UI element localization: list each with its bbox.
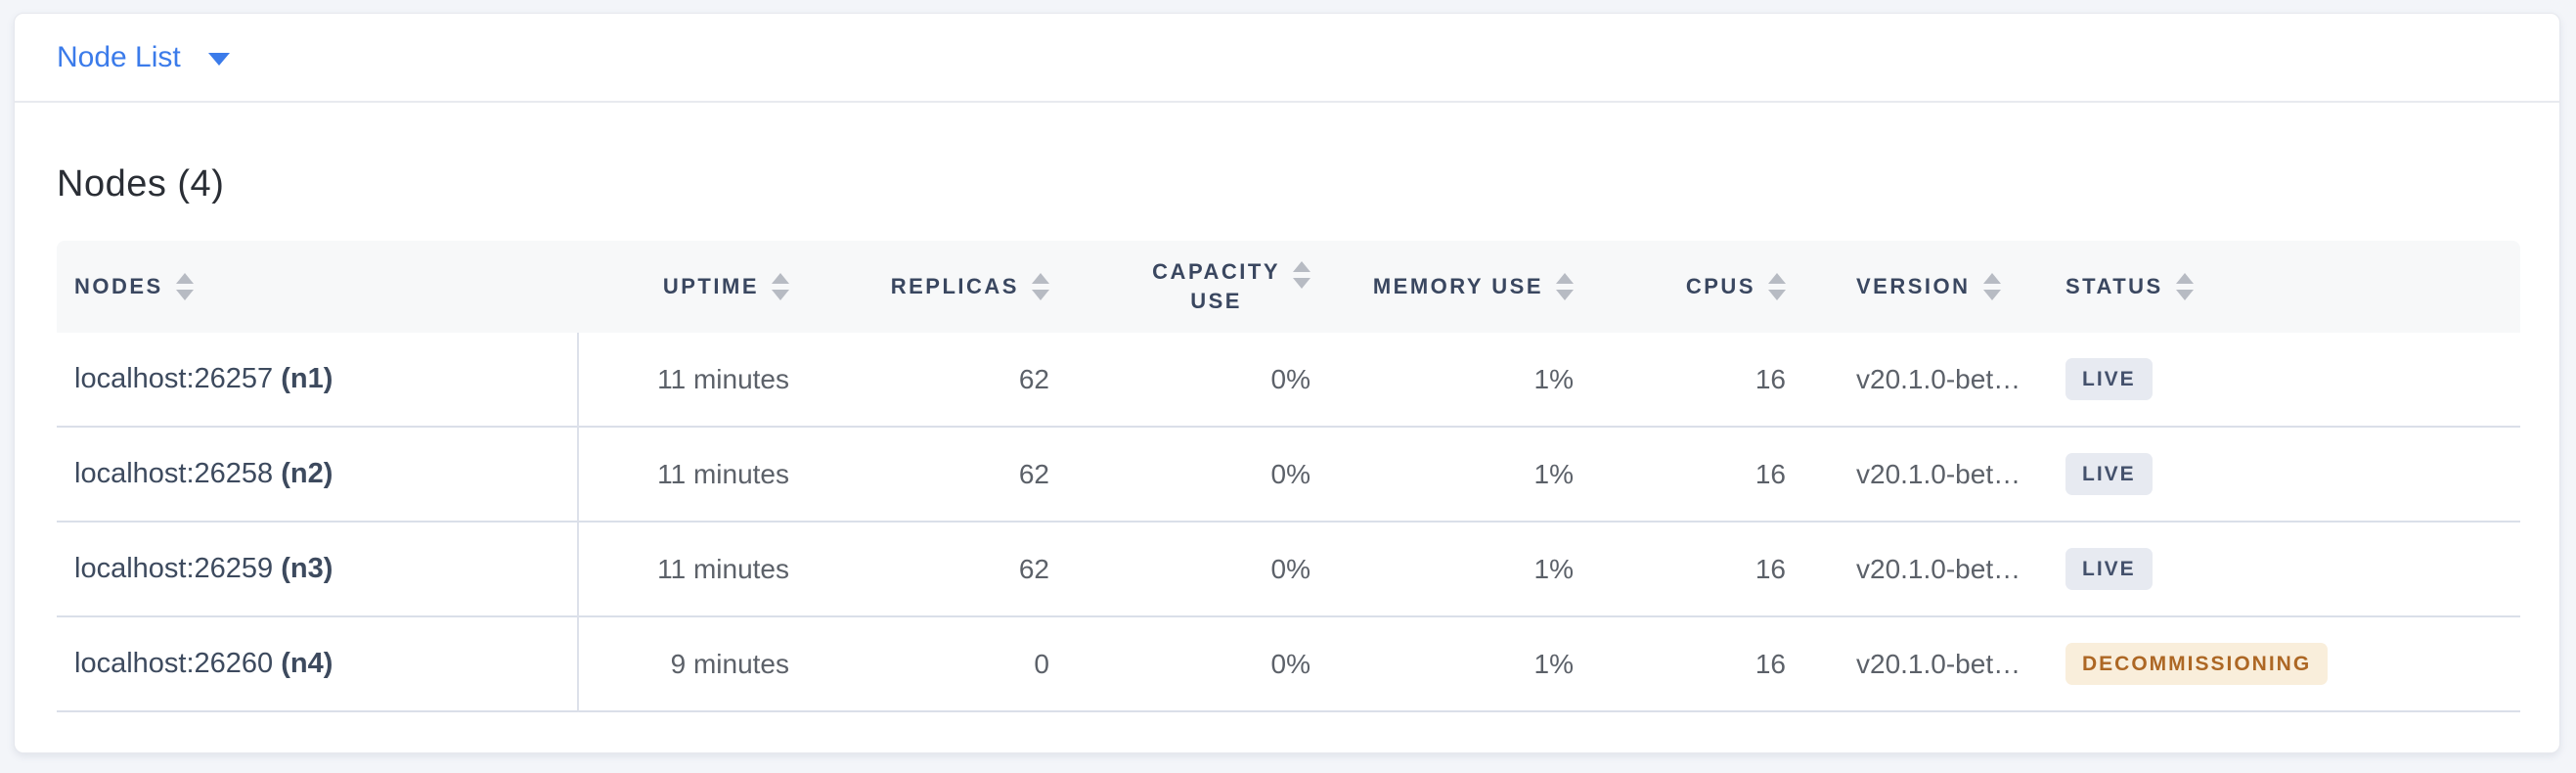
sort-icon: [1982, 273, 2001, 300]
node-address-cell[interactable]: localhost:26260 (n4): [57, 617, 579, 712]
node-address: localhost:26257: [74, 363, 274, 394]
version-cell: v20.1.0-bet…: [1796, 617, 2030, 712]
column-header-nodes[interactable]: NODES: [57, 241, 579, 333]
column-header-nodes-label: NODES: [74, 274, 163, 298]
node-id: (n2): [281, 458, 333, 489]
uptime-cell: 11 minutes: [579, 523, 799, 617]
node-address: localhost:26260: [74, 648, 274, 679]
capacity-use-cell: 0%: [1059, 333, 1320, 428]
sort-icon: [1768, 273, 1786, 300]
chevron-down-icon: [207, 52, 230, 66]
column-header-uptime-label: UPTIME: [662, 274, 759, 298]
cpus-cell: 16: [1583, 428, 1796, 523]
uptime-cell: 11 minutes: [579, 333, 799, 428]
column-header-uptime[interactable]: UPTIME: [579, 241, 799, 333]
view-selector-bar: Node List: [15, 14, 2559, 103]
status-cell: LIVE: [2030, 428, 2520, 523]
table-header-row: NODES UPTIME REPLICAS: [57, 241, 2520, 333]
node-list-card: Node List Nodes (4) NODES: [14, 13, 2560, 753]
status-cell: DECOMMISSIONING: [2030, 617, 2520, 712]
uptime-cell: 11 minutes: [579, 428, 799, 523]
replicas-cell: 62: [799, 523, 1059, 617]
node-id: (n3): [281, 553, 333, 584]
table-row-node-3[interactable]: localhost:26259 (n3) 11 minutes 62 0% 1%…: [57, 523, 2520, 617]
capacity-use-cell: 0%: [1059, 617, 1320, 712]
version-cell: v20.1.0-bet…: [1796, 523, 2030, 617]
sort-icon: [1293, 261, 1310, 290]
column-header-cpus[interactable]: CPUS: [1583, 241, 1796, 333]
node-id: (n1): [281, 363, 333, 394]
table-row-node-4[interactable]: localhost:26260 (n4) 9 minutes 0 0% 1% 1…: [57, 617, 2520, 712]
node-address: localhost:26259: [74, 553, 274, 584]
page-title: Nodes (4): [57, 163, 225, 205]
column-header-memory-use[interactable]: MEMORY USE: [1320, 241, 1583, 333]
sort-icon: [2175, 273, 2194, 300]
memory-use-cell: 1%: [1320, 617, 1583, 712]
node-id: (n4): [281, 648, 333, 679]
column-header-version[interactable]: VERSION: [1796, 241, 2030, 333]
column-header-replicas[interactable]: REPLICAS: [799, 241, 1059, 333]
status-cell: LIVE: [2030, 333, 2520, 428]
memory-use-cell: 1%: [1320, 333, 1583, 428]
status-cell: LIVE: [2030, 523, 2520, 617]
node-address-cell[interactable]: localhost:26259 (n3): [57, 523, 579, 617]
column-header-replicas-label: REPLICAS: [890, 274, 1019, 298]
column-header-capacity-use-label: CAPACITY USE: [1152, 259, 1280, 313]
sort-icon: [1556, 273, 1574, 300]
status-badge: DECOMMISSIONING: [2065, 643, 2329, 685]
node-address-cell[interactable]: localhost:26258 (n2): [57, 428, 579, 523]
replicas-cell: 0: [799, 617, 1059, 712]
version-cell: v20.1.0-bet…: [1796, 333, 2030, 428]
version-cell: v20.1.0-bet…: [1796, 428, 2030, 523]
cpus-cell: 16: [1583, 617, 1796, 712]
capacity-use-cell: 0%: [1059, 523, 1320, 617]
nodes-table: NODES UPTIME REPLICAS: [57, 241, 2520, 712]
view-selector-label: Node List: [57, 40, 181, 73]
status-badge: LIVE: [2065, 548, 2153, 590]
cpus-cell: 16: [1583, 333, 1796, 428]
view-selector-dropdown[interactable]: Node List: [57, 41, 230, 74]
column-header-cpus-label: CPUS: [1685, 274, 1755, 298]
sort-icon: [772, 273, 789, 300]
capacity-use-cell: 0%: [1059, 428, 1320, 523]
memory-use-cell: 1%: [1320, 428, 1583, 523]
column-header-capacity-use[interactable]: CAPACITY USE: [1059, 241, 1320, 333]
status-badge: LIVE: [2065, 358, 2153, 400]
node-list-body: Nodes (4) NODES UPTIME: [15, 163, 2559, 712]
memory-use-cell: 1%: [1320, 523, 1583, 617]
replicas-cell: 62: [799, 428, 1059, 523]
sort-icon: [175, 273, 194, 300]
uptime-cell: 9 minutes: [579, 617, 799, 712]
node-address-cell[interactable]: localhost:26257 (n1): [57, 333, 579, 428]
status-badge: LIVE: [2065, 453, 2153, 495]
column-header-version-label: VERSION: [1856, 274, 1971, 298]
replicas-cell: 62: [799, 333, 1059, 428]
sort-icon: [1032, 273, 1049, 300]
node-address: localhost:26258: [74, 458, 274, 489]
column-header-status-label: STATUS: [2065, 274, 2163, 298]
column-header-status[interactable]: STATUS: [2030, 241, 2520, 333]
column-header-memory-use-label: MEMORY USE: [1372, 274, 1543, 298]
table-row-node-1[interactable]: localhost:26257 (n1) 11 minutes 62 0% 1%…: [57, 333, 2520, 428]
cpus-cell: 16: [1583, 523, 1796, 617]
table-row-node-2[interactable]: localhost:26258 (n2) 11 minutes 62 0% 1%…: [57, 428, 2520, 523]
